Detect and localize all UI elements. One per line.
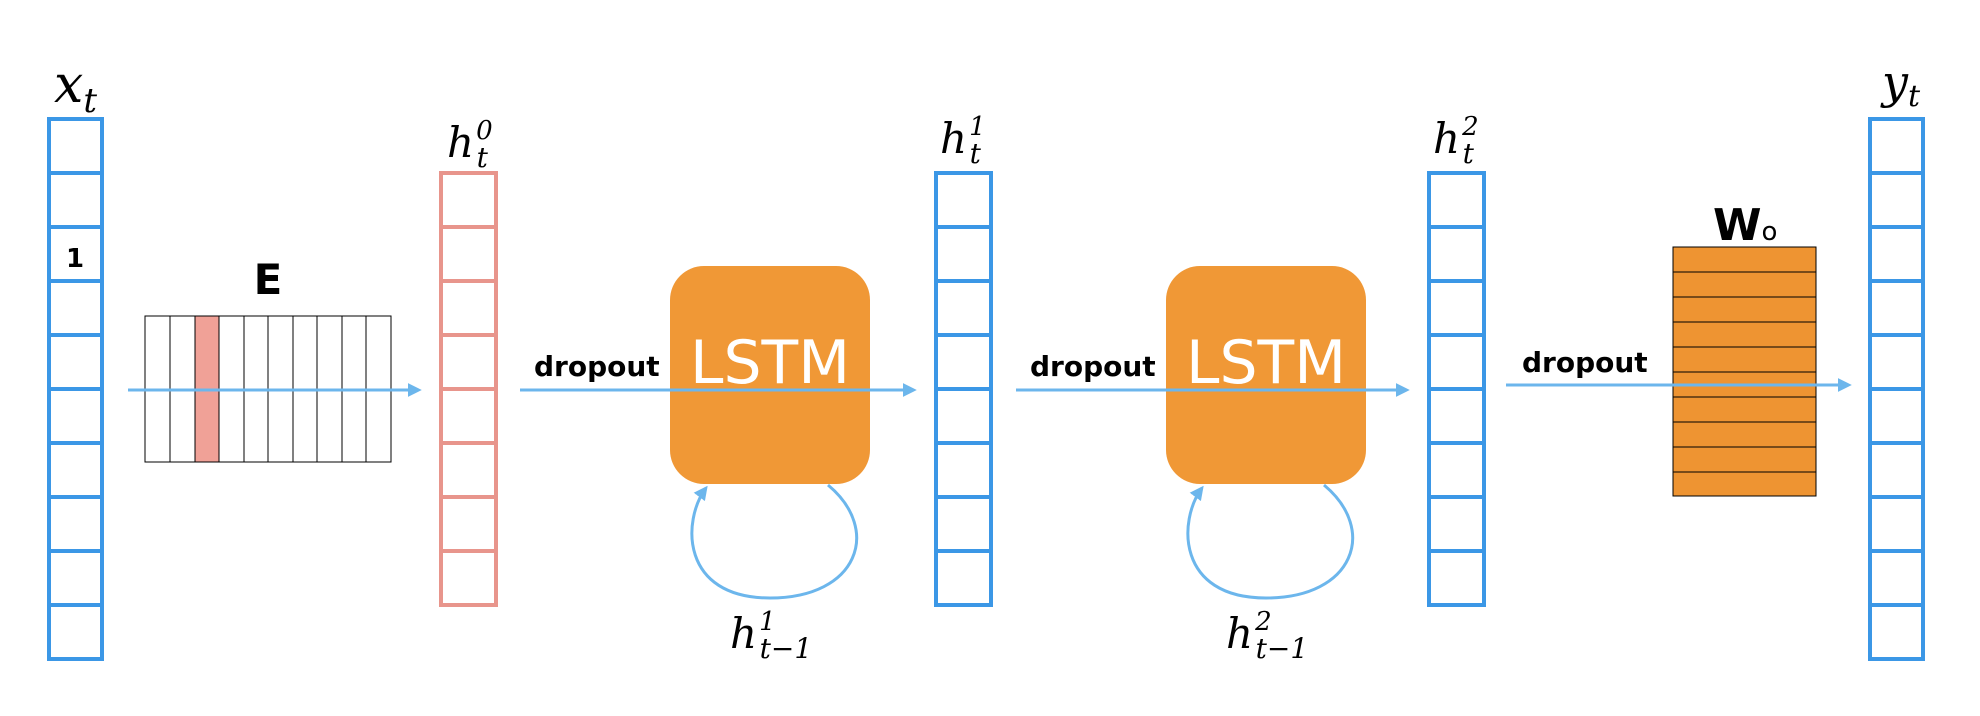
label-h2: h2 t (1433, 112, 1479, 170)
lstm-label-2: LSTM (1186, 328, 1346, 398)
label-y-t: yt (1880, 55, 1921, 114)
label-h1-prev: h1 t−1 (730, 607, 812, 665)
recurrent-loop-1 (690, 483, 859, 600)
dropout-label-3: dropout (1522, 346, 1648, 379)
lstm-block-2 (1166, 266, 1366, 484)
dropout-label-2: dropout (1030, 350, 1156, 383)
label-h0: h0 t (447, 116, 493, 174)
one-hot-value: 1 (66, 244, 84, 274)
lstm-block-1 (670, 266, 870, 484)
label-h2-prev: h2 t−1 (1226, 607, 1308, 665)
label-h1: h1 t (940, 112, 986, 170)
recurrent-loop-2 (1186, 483, 1355, 600)
vector-h2 (1427, 171, 1486, 607)
label-w-o: Wo (1713, 200, 1777, 251)
label-x-t: xt (54, 55, 97, 121)
label-embedding-e: E (254, 255, 283, 304)
input-vector-x (47, 117, 104, 661)
output-weight-matrix (1672, 246, 1817, 497)
vector-h1 (934, 171, 993, 607)
dropout-label-1: dropout (534, 350, 660, 383)
vector-h0 (439, 171, 498, 607)
output-vector-y (1868, 117, 1925, 661)
lstm-label-1: LSTM (690, 328, 850, 398)
